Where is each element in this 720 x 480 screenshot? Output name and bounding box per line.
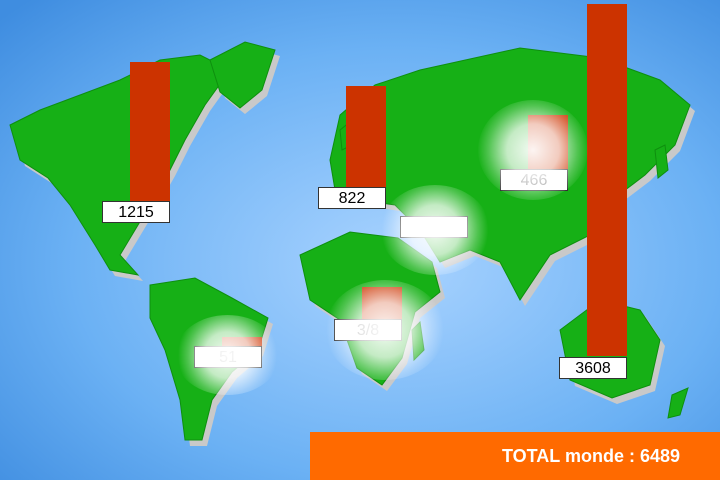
total-label: TOTAL monde : 6489	[501, 445, 680, 466]
asia-bar	[587, 4, 627, 356]
europe-value: 822	[318, 187, 386, 209]
asia-value: 3608	[559, 357, 627, 379]
north-america-value: 1215	[102, 201, 170, 223]
middle-east-value	[400, 216, 468, 238]
north-america-bar	[130, 62, 170, 202]
africa-bar	[362, 287, 402, 320]
africa-value: 3/8	[334, 319, 402, 341]
total-bar: TOTAL monde : 6489	[310, 432, 720, 480]
europe-bar	[346, 86, 386, 188]
russia-bar	[528, 115, 568, 170]
greenland-land	[209, 41, 276, 109]
japan-land	[654, 144, 669, 179]
russia-value: 466	[500, 169, 568, 191]
new-zealand-land	[667, 387, 689, 419]
south-america-value: 51	[194, 346, 262, 368]
